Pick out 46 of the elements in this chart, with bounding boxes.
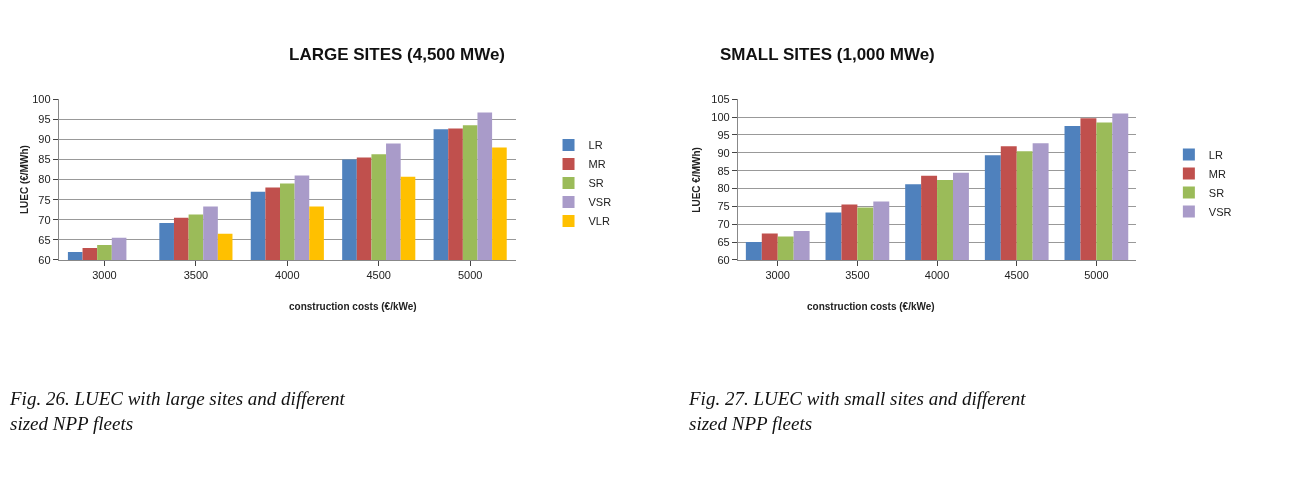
y-tick-label: 100 xyxy=(711,110,730,123)
y-tick-label: 65 xyxy=(717,235,730,248)
y-tick-label: 95 xyxy=(38,113,51,126)
chart-title: LARGE SITES (4,500 MWe) xyxy=(289,45,506,64)
y-tick-label: 105 xyxy=(711,93,730,106)
y-tick-label: 75 xyxy=(38,193,51,206)
y-tick-label: 60 xyxy=(717,253,730,266)
y-tick-label: 65 xyxy=(38,233,51,246)
y-tick-label: 75 xyxy=(717,200,730,213)
legend-label: VSR xyxy=(588,196,612,209)
y-tick-label: 95 xyxy=(717,128,730,141)
y-tick-label: 80 xyxy=(38,173,51,186)
y-tick-label: 70 xyxy=(38,213,51,226)
x-tick-label: 3000 xyxy=(92,269,117,282)
legend-label: SR xyxy=(1208,186,1225,199)
y-tick-label: 85 xyxy=(717,164,730,177)
caption: Fig. 26. LUEC with large sites and different sized NPP fleets xyxy=(9,388,346,434)
chart-title: SMALL SITES (1,000 MWe) xyxy=(720,45,935,64)
legend-label: MR xyxy=(588,158,606,171)
x-tick-label: 3000 xyxy=(765,269,790,282)
x-tick-label: 5000 xyxy=(457,269,483,282)
y-axis-title: LUEC (€/MWh) xyxy=(18,145,30,215)
y-tick-label: 100 xyxy=(32,93,51,106)
x-tick-label: 4500 xyxy=(1004,269,1029,282)
x-tick-label: 4500 xyxy=(366,269,391,282)
legend-label: LR xyxy=(588,139,603,152)
x-tick-label: 4000 xyxy=(275,269,300,282)
x-axis-title: construction costs (€/kWe) xyxy=(289,301,417,312)
caption: Fig. 27. LUEC with small sites and different sized NPP fleets xyxy=(688,388,1027,434)
legend-label: LR xyxy=(1208,148,1223,161)
x-tick-label: 5000 xyxy=(1084,269,1109,282)
x-tick-label: 4000 xyxy=(924,269,950,282)
legend-label: SR xyxy=(588,177,604,190)
legend-label: VSR xyxy=(1208,205,1232,218)
y-tick-label: 60 xyxy=(38,253,51,266)
legend-label: MR xyxy=(1208,167,1227,180)
x-tick-label: 3500 xyxy=(183,269,209,282)
y-tick-label: 90 xyxy=(717,146,730,159)
y-tick-label: 80 xyxy=(717,182,730,195)
y-tick-label: 90 xyxy=(38,133,51,146)
x-tick-label: 3500 xyxy=(845,269,870,282)
y-axis-title: LUEC €/MWh) xyxy=(690,147,702,213)
y-tick-label: 85 xyxy=(38,153,51,166)
x-axis-title: construction costs (€/kWe) xyxy=(807,301,935,312)
legend-label: VLR xyxy=(588,215,610,228)
y-tick-label: 70 xyxy=(717,218,730,231)
